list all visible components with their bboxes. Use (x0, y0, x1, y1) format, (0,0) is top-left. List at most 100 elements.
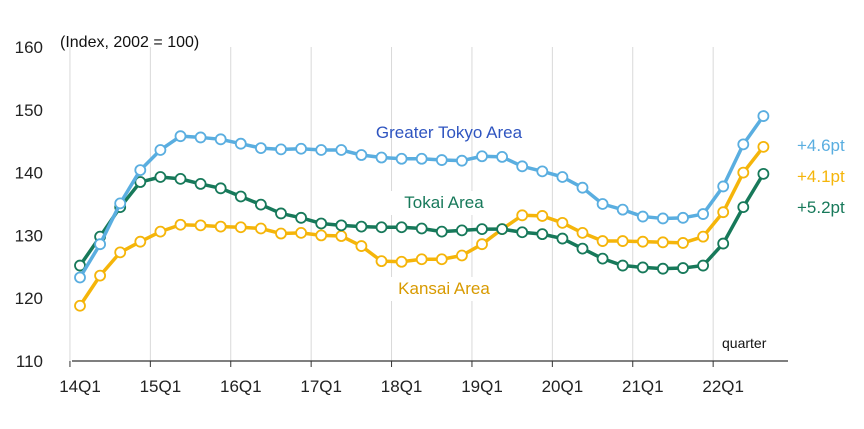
data-point (295, 211, 308, 224)
data-point (315, 217, 328, 230)
data-point (757, 110, 770, 122)
data-point (697, 259, 709, 272)
data-point (677, 262, 689, 274)
data-point (254, 222, 267, 235)
data-point (154, 144, 167, 156)
data-point (657, 212, 669, 225)
x-tick-label: 15Q1 (140, 377, 182, 396)
data-point (576, 226, 589, 239)
data-point (134, 235, 147, 248)
data-point (516, 226, 529, 239)
data-point (536, 210, 549, 222)
series-name-label: Kansai Area (398, 279, 490, 298)
data-point (596, 252, 609, 265)
data-point (335, 219, 348, 232)
data-point (757, 167, 770, 180)
data-point (74, 259, 86, 272)
data-point (677, 211, 689, 224)
data-point (476, 238, 488, 251)
data-point (275, 143, 287, 156)
data-point (576, 242, 589, 255)
data-point (94, 269, 106, 282)
data-point (375, 255, 388, 268)
data-point (737, 138, 750, 151)
data-point (295, 226, 308, 239)
x-axis-ticks: 14Q1 15Q1 16Q1 17Q1 18Q1 19Q1 20Q1 21Q1 22Q1 (59, 361, 744, 396)
y-tick-label: 110 (16, 352, 43, 371)
data-point (74, 299, 86, 312)
data-point (295, 142, 308, 155)
x-axis-unit-label: quarter (722, 335, 767, 351)
data-point (234, 221, 247, 234)
data-point (174, 218, 187, 231)
x-tick-label: 21Q1 (622, 377, 664, 396)
series-name-label: Tokai Area (404, 193, 484, 212)
data-point (556, 216, 569, 229)
x-tick-label: 17Q1 (300, 377, 342, 396)
y-tick-label: 150 (15, 101, 43, 120)
data-point (616, 235, 629, 247)
data-point (415, 152, 428, 165)
y-tick-label: 130 (15, 226, 43, 245)
label-background (382, 277, 506, 301)
data-point (596, 198, 609, 210)
y-axis-label: (Index, 2002 = 100) (60, 34, 199, 51)
data-point (194, 219, 207, 232)
data-point (114, 197, 127, 210)
data-point (616, 259, 629, 272)
data-point (74, 271, 86, 284)
data-point (576, 181, 589, 194)
y-axis-ticks: 110 120 130 140 150 160 (15, 38, 43, 371)
data-point (657, 262, 669, 275)
data-point (395, 221, 408, 234)
series-delta-label: +4.1pt (797, 167, 845, 186)
data-point (275, 207, 287, 220)
series-name-label: Greater Tokyo Area (376, 123, 523, 142)
data-point (737, 201, 750, 214)
x-tick-label: 14Q1 (59, 377, 101, 396)
data-point (234, 190, 247, 203)
data-point (516, 160, 529, 173)
data-point (455, 224, 468, 237)
data-point (516, 209, 529, 222)
data-point (717, 180, 730, 193)
data-point (737, 166, 750, 179)
x-tick-label: 19Q1 (461, 377, 503, 396)
data-point (435, 154, 448, 166)
data-point (315, 144, 328, 156)
y-tick-label: 120 (15, 289, 43, 308)
series-greater-tokyo-area (74, 110, 770, 284)
data-point (455, 249, 468, 262)
data-point (315, 229, 328, 242)
data-point (134, 164, 147, 176)
data-point (476, 223, 488, 236)
data-point (415, 253, 428, 266)
data-point (677, 237, 689, 249)
data-point (375, 221, 388, 234)
data-point (254, 198, 267, 211)
data-point (194, 131, 207, 144)
series-labels: Greater Tokyo Area Tokai Area Kansai Area +… (376, 123, 845, 301)
data-point (435, 253, 448, 266)
data-point (697, 208, 709, 220)
data-point (556, 232, 569, 245)
data-point (536, 165, 549, 178)
data-point (596, 235, 609, 247)
data-point (415, 222, 428, 235)
data-point (536, 228, 549, 241)
data-point (496, 150, 509, 163)
y-tick-label: 160 (15, 38, 43, 57)
data-point (214, 182, 227, 195)
x-tick-label: 16Q1 (220, 377, 262, 396)
series-delta-label: +5.2pt (797, 198, 845, 217)
data-point (636, 235, 649, 248)
data-point (94, 238, 106, 251)
data-point (757, 140, 770, 153)
data-point (174, 172, 187, 185)
label-background (382, 191, 506, 215)
data-point (194, 178, 207, 190)
data-point (234, 137, 247, 150)
data-point (435, 225, 448, 238)
data-point (355, 149, 368, 161)
